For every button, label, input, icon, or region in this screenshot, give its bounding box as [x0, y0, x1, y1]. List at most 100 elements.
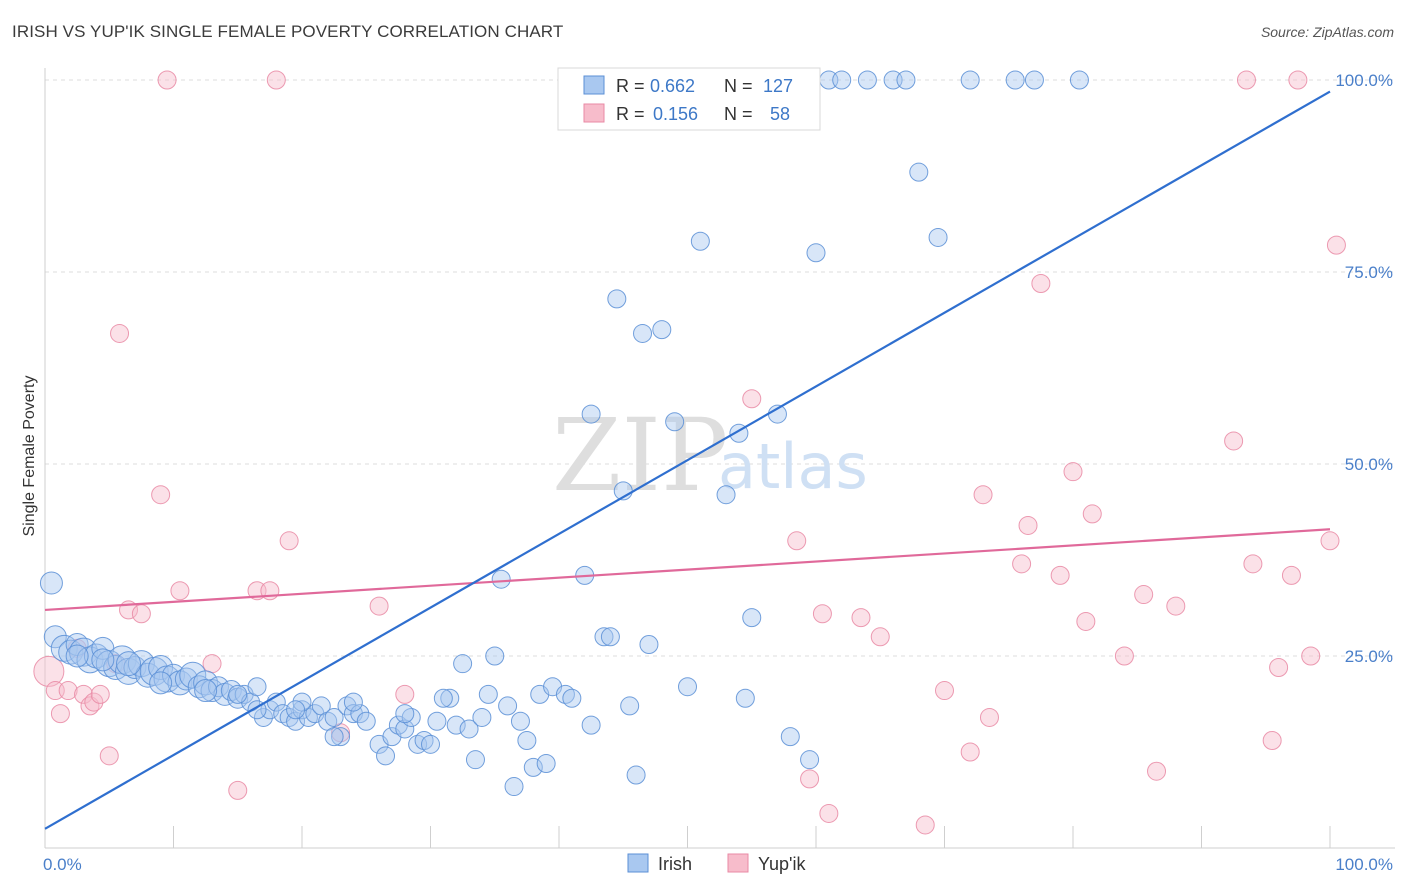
- irish-point: [523, 757, 543, 777]
- yupik-point: [1281, 565, 1301, 585]
- irish-point: [427, 711, 447, 731]
- irish-point: [167, 670, 193, 696]
- bottom-legend-swatch-yupik: [727, 853, 749, 873]
- irish-point: [194, 679, 218, 703]
- irish-point: [440, 688, 460, 708]
- trend-line-yupik: [44, 528, 1331, 612]
- yupik-point: [170, 581, 190, 601]
- irish-point: [376, 746, 396, 766]
- trend-lines: [44, 90, 1331, 830]
- irish-point: [896, 70, 916, 90]
- y-tick-label: 25.0%: [1345, 647, 1393, 666]
- series-legend: Irish Yup'ik: [627, 853, 806, 874]
- yupik-point: [1076, 611, 1096, 631]
- yupik-point: [1134, 585, 1154, 605]
- yupik-point: [800, 769, 820, 789]
- x-tick-label-max: 100.0%: [1335, 855, 1393, 874]
- yupik-point: [1114, 646, 1134, 666]
- series-irish-points: [39, 70, 1089, 797]
- yupik-point: [1166, 596, 1186, 616]
- irish-point: [193, 670, 219, 696]
- irish-point: [742, 608, 762, 628]
- yupik-point: [90, 684, 110, 704]
- irish-point: [581, 404, 601, 424]
- yupik-point: [1236, 70, 1256, 90]
- yupik-point: [1269, 658, 1289, 678]
- irish-point: [478, 684, 498, 704]
- irish-point: [174, 667, 198, 691]
- irish-point: [446, 715, 466, 735]
- yupik-point: [131, 604, 151, 624]
- yupik-point: [1031, 274, 1051, 294]
- irish-point: [433, 688, 453, 708]
- bottom-legend-label-yupik: Yup'ik: [758, 854, 806, 874]
- irish-point: [504, 777, 524, 797]
- legend-swatch-irish: [583, 75, 605, 95]
- irish-point: [472, 707, 492, 727]
- yupik-point: [99, 746, 119, 766]
- irish-point: [253, 707, 273, 727]
- irish-point: [207, 676, 229, 698]
- yupik-point: [870, 627, 890, 647]
- irish-point: [639, 634, 659, 654]
- legend-yupik-r-value: 0.156: [653, 104, 698, 124]
- irish-point: [286, 711, 306, 731]
- irish-point: [292, 692, 312, 712]
- legend-yupik-r-label: R =: [616, 104, 645, 124]
- y-tick-label: 75.0%: [1345, 263, 1393, 282]
- series-yupik-points: [33, 70, 1346, 835]
- yupik-point: [395, 684, 415, 704]
- y-tick-labels: 100.0% 75.0% 50.0% 25.0%: [1335, 71, 1393, 666]
- yupik-point: [812, 604, 832, 624]
- irish-point: [690, 231, 710, 251]
- irish-point: [1024, 70, 1044, 90]
- irish-point: [633, 323, 653, 343]
- yupik-point: [110, 323, 130, 343]
- yupik-point: [1018, 515, 1038, 535]
- irish-point: [607, 289, 627, 309]
- irish-point: [510, 711, 530, 731]
- irish-point: [65, 632, 89, 656]
- yupik-point: [1301, 646, 1321, 666]
- irish-point: [832, 70, 852, 90]
- yupik-point: [84, 692, 104, 712]
- irish-point: [228, 684, 248, 704]
- yupik-point: [1012, 554, 1032, 574]
- irish-point: [453, 654, 473, 674]
- yupik-point: [369, 596, 389, 616]
- irish-point: [1005, 70, 1025, 90]
- irish-point: [91, 648, 115, 672]
- trend-line-irish: [44, 90, 1331, 830]
- legend-irish-n-label: N =: [724, 76, 753, 96]
- yupik-point: [935, 681, 954, 701]
- irish-point: [857, 70, 877, 90]
- yupik-point: [1243, 554, 1263, 574]
- legend-yupik-n-label: N =: [724, 104, 753, 124]
- yupik-point: [979, 707, 999, 727]
- yupik-point: [1063, 462, 1083, 482]
- irish-point: [292, 700, 312, 720]
- yupik-point: [1147, 761, 1167, 781]
- watermark: ZIP atlas: [552, 397, 868, 514]
- irish-point: [50, 634, 78, 662]
- irish-point: [600, 627, 620, 647]
- yupik-point: [228, 780, 248, 800]
- yupik-point: [960, 742, 980, 762]
- irish-point: [909, 162, 929, 182]
- source-credit: Source: ZipAtlas.com: [1260, 24, 1394, 40]
- yupik-point: [742, 389, 762, 409]
- chart-title: IRISH VS YUP'IK SINGLE FEMALE POVERTY CO…: [12, 22, 564, 41]
- watermark-zip: ZIP: [552, 397, 728, 514]
- irish-point: [356, 711, 376, 731]
- yupik-point: [157, 70, 177, 90]
- irish-point: [665, 412, 685, 432]
- irish-point: [324, 707, 344, 727]
- irish-point: [149, 671, 173, 695]
- watermark-atlas: atlas: [718, 430, 868, 503]
- irish-point: [350, 704, 370, 724]
- y-tick-label: 100.0%: [1335, 71, 1393, 90]
- yupik-point: [50, 704, 70, 724]
- irish-point: [806, 243, 826, 263]
- yupik-point: [851, 608, 871, 628]
